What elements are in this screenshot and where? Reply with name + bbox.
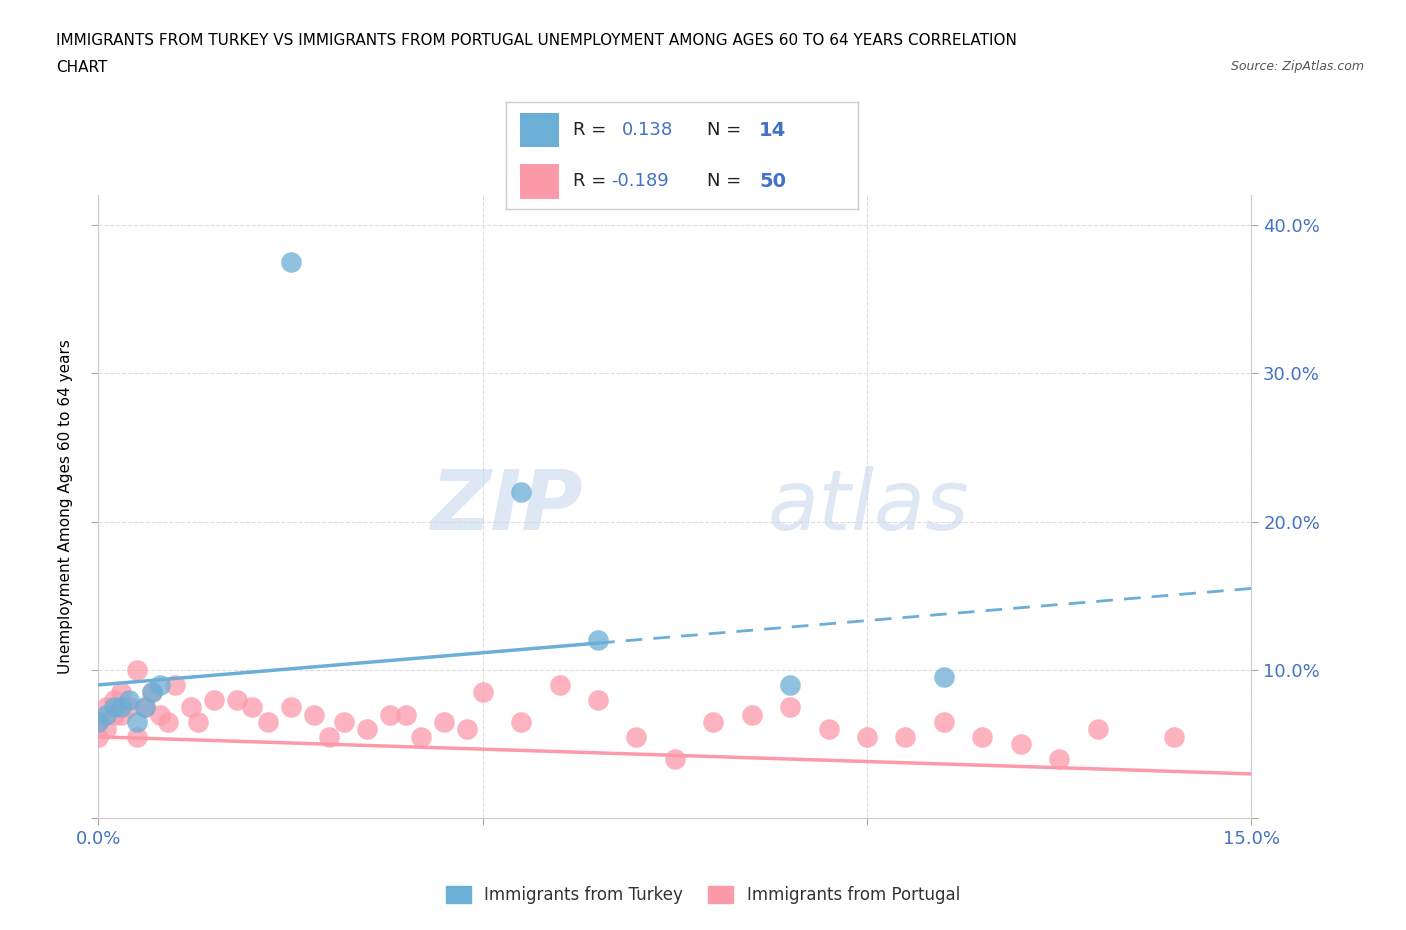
Point	[240, 699, 263, 714]
Point	[103, 707, 125, 722]
Point	[779, 699, 801, 714]
Point	[318, 729, 340, 744]
Point	[118, 699, 141, 714]
Point	[156, 714, 179, 729]
Point	[302, 707, 325, 722]
Point	[87, 729, 110, 744]
Point	[894, 729, 917, 744]
Point	[187, 714, 209, 729]
Text: R =: R =	[574, 172, 612, 191]
Point	[380, 707, 402, 722]
Text: N =: N =	[707, 172, 747, 191]
Point	[333, 714, 356, 729]
Point	[118, 692, 141, 707]
Text: CHART: CHART	[56, 60, 108, 75]
Point	[134, 699, 156, 714]
Bar	[520, 165, 558, 199]
Point	[932, 670, 955, 684]
Point	[856, 729, 879, 744]
Text: atlas: atlas	[768, 466, 969, 548]
Point	[94, 707, 117, 722]
Point	[134, 699, 156, 714]
Text: 14: 14	[759, 121, 786, 140]
Text: 50: 50	[759, 172, 786, 191]
Point	[972, 729, 994, 744]
Text: Source: ZipAtlas.com: Source: ZipAtlas.com	[1230, 60, 1364, 73]
Point	[626, 729, 648, 744]
Point	[548, 677, 571, 692]
Point	[1087, 722, 1109, 737]
Text: ZIP: ZIP	[430, 466, 582, 548]
Point	[395, 707, 418, 722]
Text: N =: N =	[707, 121, 747, 140]
Point	[149, 707, 172, 722]
Bar	[520, 113, 558, 147]
Point	[411, 729, 433, 744]
Y-axis label: Unemployment Among Ages 60 to 64 years: Unemployment Among Ages 60 to 64 years	[58, 339, 73, 674]
Point	[741, 707, 763, 722]
Point	[202, 692, 225, 707]
Point	[180, 699, 202, 714]
Point	[149, 677, 172, 692]
Point	[256, 714, 278, 729]
Point	[456, 722, 478, 737]
Point	[94, 699, 117, 714]
Point	[664, 751, 686, 766]
Point	[165, 677, 187, 692]
Point	[702, 714, 724, 729]
Point	[125, 714, 148, 729]
Point	[1163, 729, 1185, 744]
Text: IMMIGRANTS FROM TURKEY VS IMMIGRANTS FROM PORTUGAL UNEMPLOYMENT AMONG AGES 60 TO: IMMIGRANTS FROM TURKEY VS IMMIGRANTS FRO…	[56, 33, 1017, 47]
Point	[141, 684, 163, 699]
Point	[87, 714, 110, 729]
Point	[125, 729, 148, 744]
Point	[110, 699, 132, 714]
Point	[817, 722, 839, 737]
Point	[356, 722, 378, 737]
Point	[510, 714, 533, 729]
Point	[280, 255, 302, 270]
Point	[280, 699, 302, 714]
Point	[1010, 737, 1032, 751]
Point	[103, 699, 125, 714]
Point	[225, 692, 247, 707]
Point	[141, 684, 163, 699]
Point	[110, 707, 132, 722]
Text: -0.189: -0.189	[612, 172, 669, 191]
Point	[510, 485, 533, 499]
Legend: Immigrants from Turkey, Immigrants from Portugal: Immigrants from Turkey, Immigrants from …	[437, 878, 969, 912]
Point	[471, 684, 494, 699]
Point	[103, 692, 125, 707]
Point	[586, 633, 609, 648]
Point	[586, 692, 609, 707]
Point	[125, 662, 148, 677]
Point	[94, 722, 117, 737]
Point	[1047, 751, 1070, 766]
Point	[932, 714, 955, 729]
Point	[433, 714, 456, 729]
Point	[87, 714, 110, 729]
Text: R =: R =	[574, 121, 612, 140]
Text: 0.138: 0.138	[621, 121, 673, 140]
Point	[779, 677, 801, 692]
Point	[110, 684, 132, 699]
